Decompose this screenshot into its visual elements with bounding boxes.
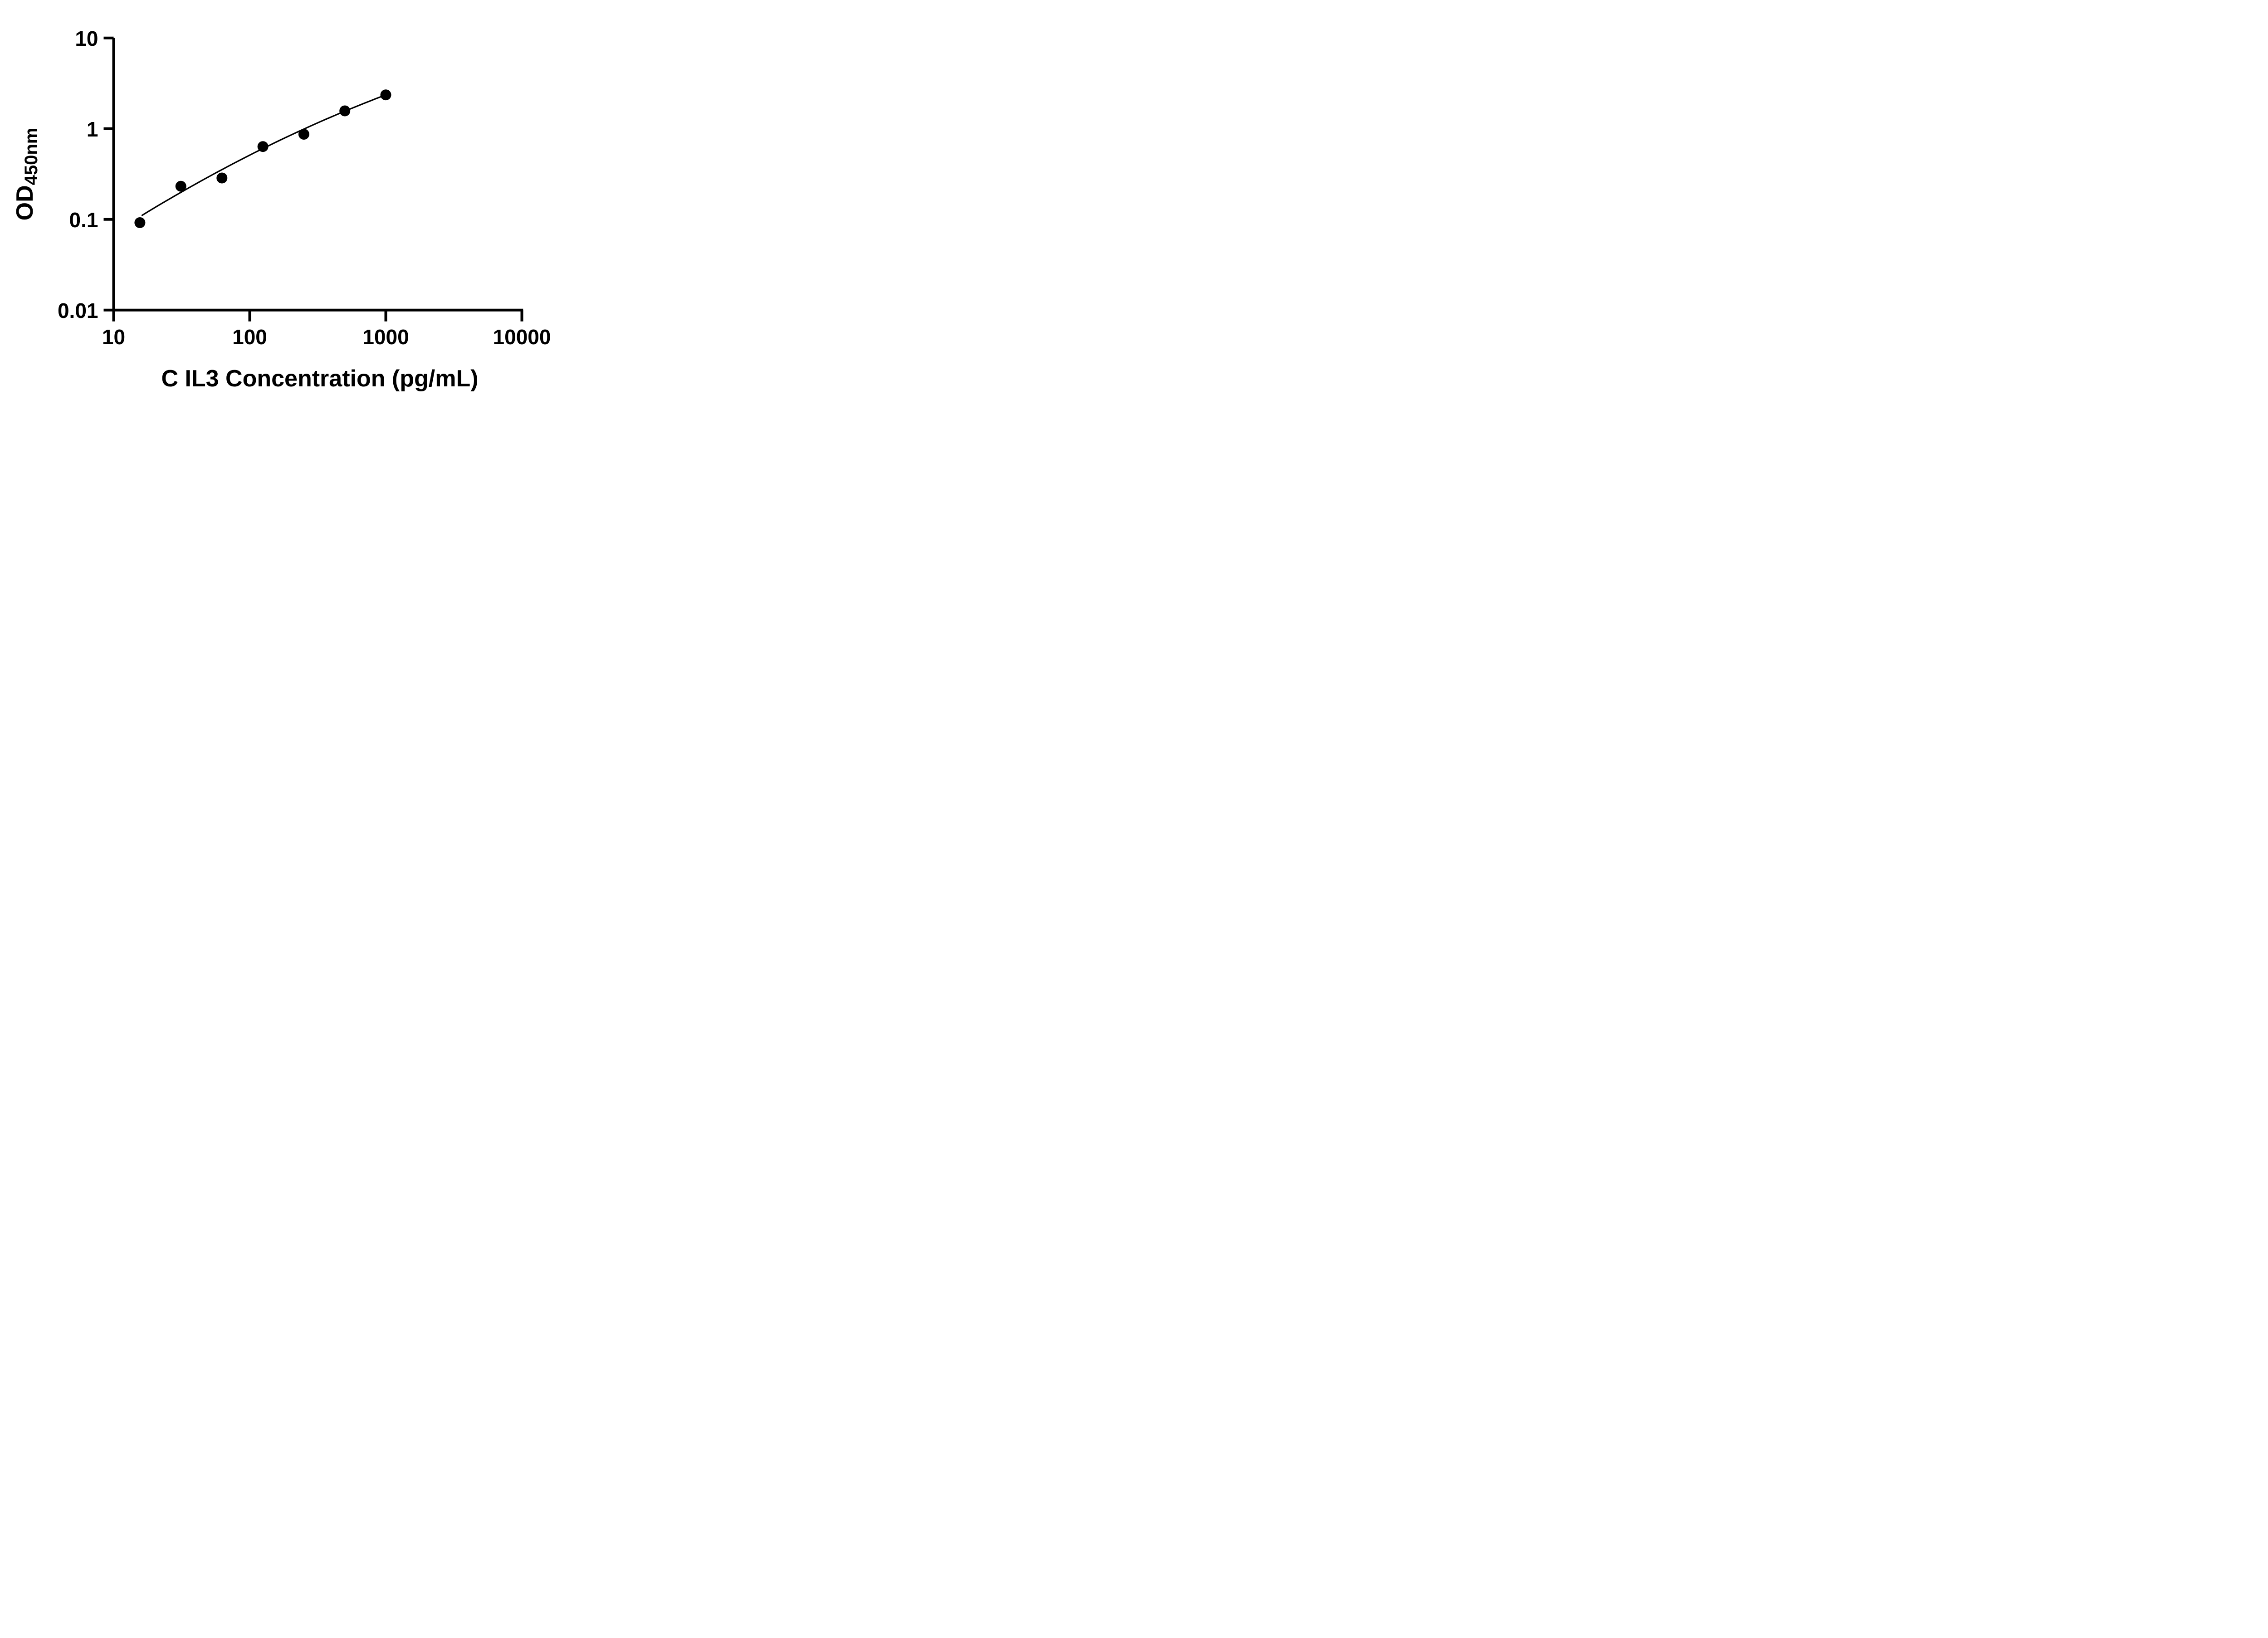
y-axis-title-subscript: 450nm xyxy=(21,128,41,185)
y-tick-label: 0.01 xyxy=(58,299,98,322)
data-point xyxy=(134,217,146,228)
data-point xyxy=(257,141,269,152)
x-tick-label: 100 xyxy=(232,325,267,349)
y-tick-label: 0.1 xyxy=(69,208,98,232)
elisa-standard-curve-figure: 10 1 0.1 0.01 10 100 1000 10000 C IL3 Concentra… xyxy=(0,0,584,410)
x-tick-label: 10000 xyxy=(493,325,551,349)
data-point xyxy=(216,172,228,184)
data-point xyxy=(175,180,186,192)
x-tick-label: 1000 xyxy=(362,325,409,349)
x-axis-title: C IL3 Concentration (pg/mL) xyxy=(161,366,478,392)
y-axis-title-main: OD xyxy=(12,185,38,220)
y-tick-label: 1 xyxy=(87,117,98,141)
x-tick-label: 10 xyxy=(102,325,125,349)
data-point xyxy=(380,89,391,101)
data-point xyxy=(298,129,309,140)
y-axis-title: OD450nm xyxy=(12,128,41,221)
data-point xyxy=(339,105,351,117)
y-tick-label: 10 xyxy=(75,27,98,50)
